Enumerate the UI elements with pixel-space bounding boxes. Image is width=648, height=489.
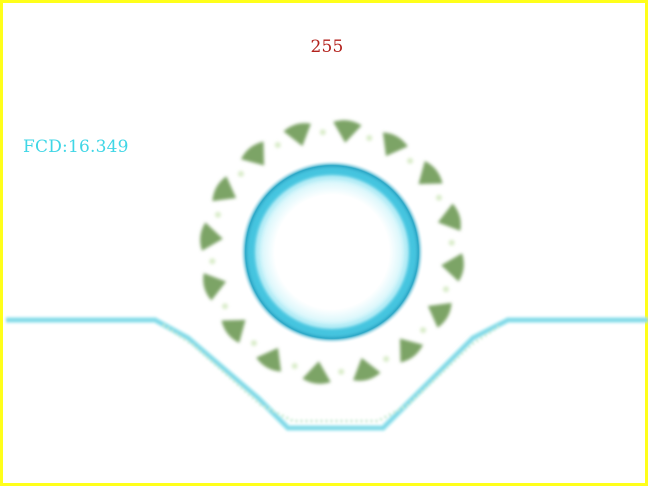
bearing-inner-ring (240, 160, 424, 344)
bearing-segment (333, 120, 362, 143)
bearing-segment-highlight (274, 142, 281, 148)
bearing-scene (6, 120, 648, 431)
bearing-segment-highlight (209, 258, 216, 265)
bearing-segment-highlight (319, 129, 326, 136)
bearing-segment (418, 161, 443, 185)
bearing-segment (256, 347, 282, 372)
bearing-segment (221, 319, 246, 343)
bearing-segment-highlight (291, 363, 298, 369)
bearing-segment-highlight (366, 135, 373, 141)
bearing-segment-highlight (407, 157, 414, 164)
bearing-segment (283, 123, 311, 147)
bearing-segment (241, 141, 265, 166)
bearing-segment (302, 361, 331, 384)
bearing-segment-highlight (383, 356, 390, 362)
bearing-segment (382, 132, 408, 157)
bearing-segments (200, 120, 464, 384)
bearing-segment-highlight (443, 286, 449, 293)
bearing-segment-highlight (436, 194, 442, 201)
bearing-segment-highlight (215, 211, 221, 218)
bearing-segment-highlight (250, 340, 257, 347)
bearing-segment (399, 338, 423, 363)
fcd-value-label: FCD:16.349 (23, 137, 129, 157)
bearing-segment (212, 176, 237, 202)
bearing-segment-highlight (338, 368, 345, 375)
bearing-segment (203, 273, 227, 301)
bearing-segment (427, 302, 452, 328)
bearing-segment (200, 222, 223, 251)
top-value-label: 255 (310, 37, 344, 57)
bearing-segment (441, 253, 464, 282)
bearing-segment-highlight (420, 327, 427, 334)
bearing-segment-highlight (222, 303, 228, 310)
bearing-segment (353, 357, 381, 381)
groove-line (6, 317, 648, 431)
bearing-segment-highlight (237, 170, 244, 177)
bearing-segment (437, 203, 461, 231)
bearing-segment-highlight (448, 239, 455, 246)
